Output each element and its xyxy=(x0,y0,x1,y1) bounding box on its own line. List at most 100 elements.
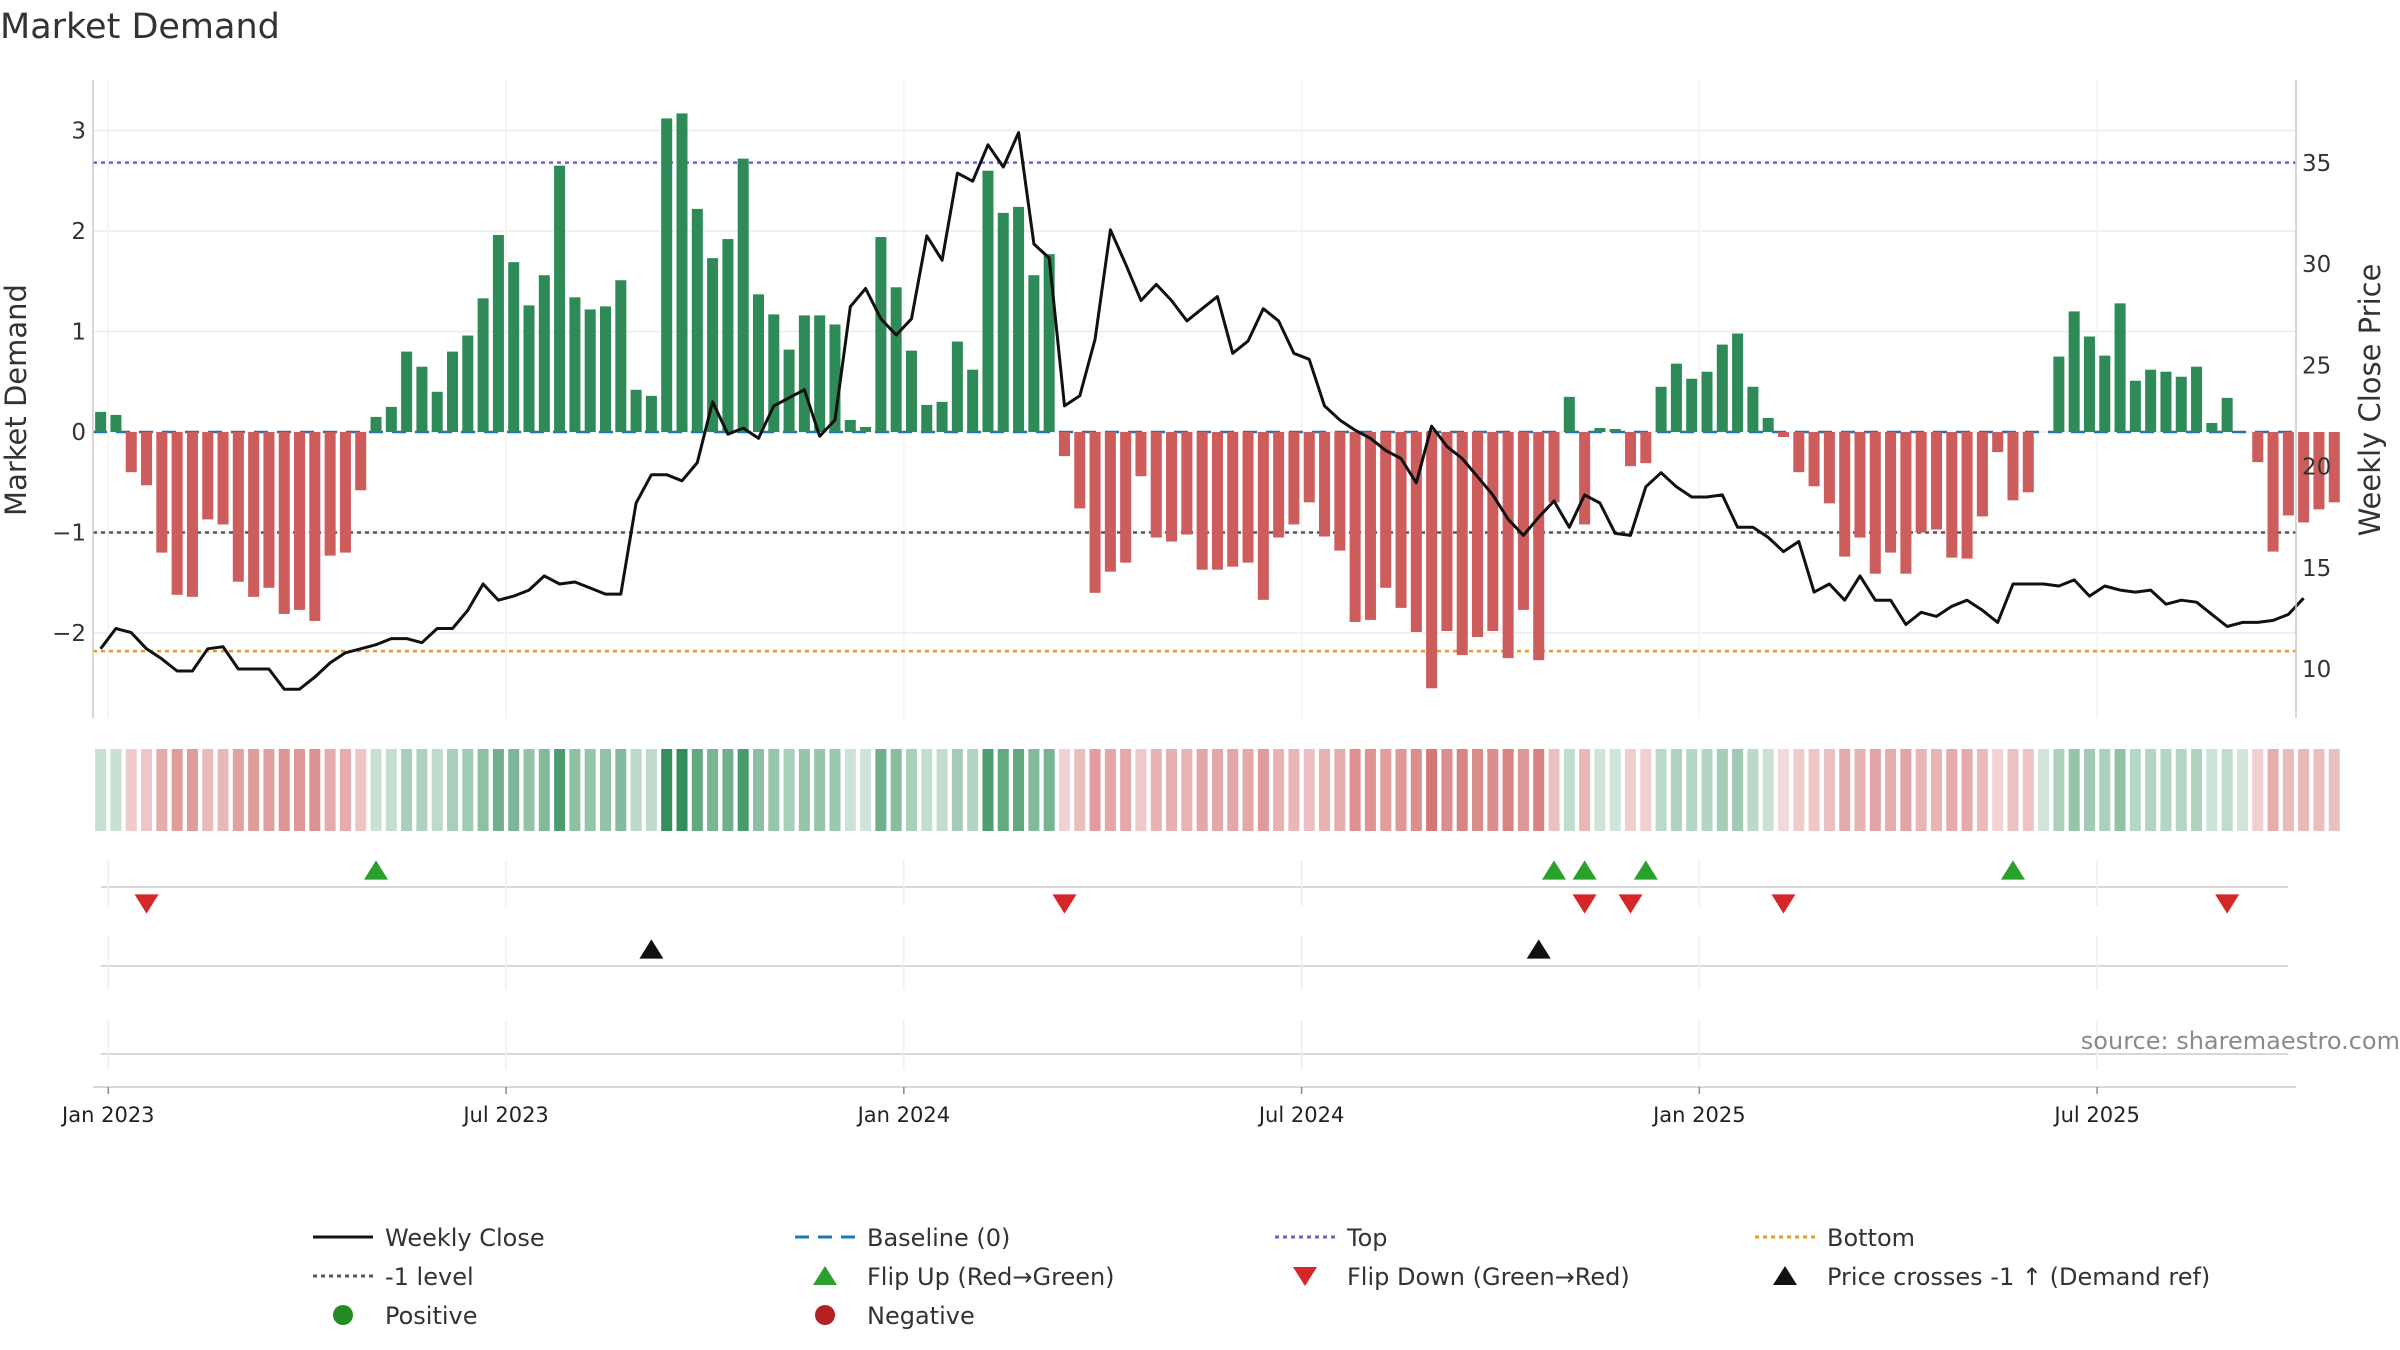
heat-cell xyxy=(2328,749,2340,831)
heat-cell xyxy=(1211,749,1223,831)
demand-bar xyxy=(1517,432,1529,610)
heat-cell xyxy=(1334,749,1346,831)
heat-cell xyxy=(2114,749,2126,831)
y2-tick-label: 10 xyxy=(2302,657,2331,683)
demand-bar xyxy=(1900,432,1912,574)
demand-bar xyxy=(2221,397,2233,432)
heat-cell xyxy=(355,749,367,831)
heat-cell xyxy=(630,749,642,831)
demand-bar xyxy=(263,432,275,588)
demand-bar xyxy=(1257,432,1269,600)
demand-bar xyxy=(2160,371,2172,432)
demand-bar xyxy=(1808,432,1820,487)
demand-bar xyxy=(1364,432,1376,620)
demand-bar xyxy=(722,239,734,432)
demand-bar xyxy=(1410,432,1422,632)
legend-item: Flip Down (Green→Red) xyxy=(1293,1263,1630,1291)
demand-bar xyxy=(355,432,367,491)
demand-bar xyxy=(599,306,612,432)
demand-bar xyxy=(1196,432,1208,570)
demand-bar xyxy=(186,432,198,597)
demand-bar xyxy=(1594,427,1606,432)
heat-cell xyxy=(875,749,887,831)
heat-cell xyxy=(401,749,413,831)
heat-cell xyxy=(967,749,979,831)
demand-bar xyxy=(1211,432,1223,570)
legend-swatch xyxy=(1293,1267,1317,1286)
heat-cell xyxy=(110,749,122,831)
flip-up-marker xyxy=(364,860,389,880)
demand-bar xyxy=(1548,432,1560,503)
demand-bar xyxy=(798,315,810,432)
demand-bar xyxy=(2145,369,2157,432)
demand-bar xyxy=(2083,336,2095,432)
demand-bar xyxy=(492,235,504,432)
legend-label: Bottom xyxy=(1827,1224,1915,1252)
demand-bar xyxy=(569,297,581,432)
demand-bar xyxy=(936,401,948,432)
heat-cell xyxy=(768,749,780,831)
demand-bar xyxy=(1227,432,1239,567)
demand-bar xyxy=(1609,428,1621,432)
legend-label: Top xyxy=(1346,1224,1388,1252)
x-tick-label: Jul 2023 xyxy=(461,1103,548,1127)
heat-cell xyxy=(2267,749,2279,831)
demand-bar xyxy=(217,432,229,525)
heat-cell xyxy=(1288,749,1300,831)
demand-bar xyxy=(707,258,719,432)
demand-bar xyxy=(1869,432,1881,574)
heat-cell xyxy=(477,749,489,831)
heat-cell xyxy=(1181,749,1193,831)
heat-cell xyxy=(217,749,229,831)
demand-bar xyxy=(1426,432,1438,689)
heat-cell xyxy=(294,749,306,831)
legend: Weekly Close Baseline (0) Top Bottom -1 leve… xyxy=(313,1224,2210,1330)
demand-bar xyxy=(202,432,214,520)
demand-bar xyxy=(1150,432,1162,538)
heat-cell xyxy=(890,749,902,831)
heat-cell xyxy=(1303,749,1315,831)
legend-swatch xyxy=(813,1266,837,1285)
heat-cell xyxy=(1058,749,1070,831)
demand-bar xyxy=(2114,303,2126,432)
heat-cell xyxy=(186,749,198,831)
heat-cell xyxy=(1563,749,1575,831)
demand-bar xyxy=(1273,432,1285,538)
demand-bar xyxy=(538,275,550,432)
demand-bar xyxy=(1930,432,1942,530)
demand-bar xyxy=(95,411,107,432)
demand-bar xyxy=(1319,432,1331,537)
heat-cell xyxy=(814,749,826,831)
heat-cell xyxy=(1839,749,1851,831)
demand-bar xyxy=(523,305,535,432)
demand-bar xyxy=(2298,432,2310,523)
heat-cell xyxy=(2191,749,2203,831)
heat-cell xyxy=(2252,749,2264,831)
demand-bar xyxy=(997,212,1009,432)
demand-bar xyxy=(401,351,413,432)
flip-up-marker xyxy=(2000,860,2025,880)
demand-bar xyxy=(554,165,566,433)
demand-bar xyxy=(1640,432,1652,464)
demand-bar xyxy=(752,294,764,432)
y2-tick-label: 30 xyxy=(2302,252,2331,278)
left-y-ticks: 3 2 1 0 −1 −2 xyxy=(52,119,86,648)
demand-bar xyxy=(370,416,382,432)
demand-bar xyxy=(416,366,428,432)
grid-lines xyxy=(93,80,2296,718)
heat-cell xyxy=(2129,749,2141,831)
heat-cell xyxy=(707,749,719,831)
legend-label: -1 level xyxy=(385,1263,474,1291)
heat-cell xyxy=(1808,749,1820,831)
demand-bar xyxy=(860,426,872,432)
y-tick-label: 2 xyxy=(71,219,86,245)
heat-cell xyxy=(202,749,214,831)
x-tick-label: Jul 2024 xyxy=(1257,1103,1344,1127)
heat-cell xyxy=(2175,749,2187,831)
demand-bar xyxy=(2053,356,2065,432)
demand-bar xyxy=(156,432,168,553)
demand-bar xyxy=(1472,432,1484,638)
demand-bar xyxy=(1058,432,1070,457)
heat-cell xyxy=(1609,749,1621,831)
heat-cell xyxy=(141,749,153,831)
